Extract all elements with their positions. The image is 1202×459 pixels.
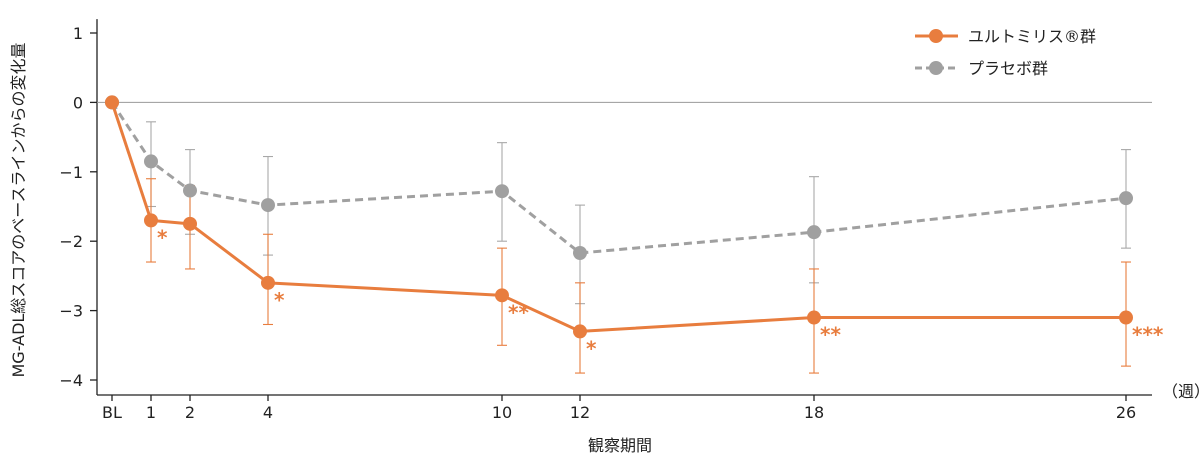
ultomiris-data-point <box>573 324 587 339</box>
legend-placebo-marker <box>929 61 943 75</box>
y-axis-title: MG-ADL総スコアのベースラインからの変化量 <box>9 42 28 377</box>
placebo-data-point <box>1119 191 1133 206</box>
x-tick-label: 10 <box>492 403 512 422</box>
x-tick-label: 1 <box>146 403 156 422</box>
placebo-data-point <box>807 225 821 240</box>
series-lines <box>110 101 1127 333</box>
ultomiris-series-line <box>110 101 1126 333</box>
x-axis-unit-label: （週） <box>1162 382 1202 401</box>
significance-marker: *** <box>1132 323 1164 347</box>
y-tick-label: −1 <box>59 163 83 182</box>
y-tick-label: −3 <box>59 302 83 321</box>
legend-placebo-label: プラセボ群 <box>968 59 1048 78</box>
ultomiris-data-point <box>495 288 509 303</box>
ultomiris-data-point <box>183 216 197 231</box>
y-tick-label: 0 <box>73 93 83 112</box>
significance-marker: * <box>274 288 285 312</box>
placebo-data-point <box>183 183 197 198</box>
axes: 10−1−2−3−4BL 1 2 4 10 12 18 26 <box>59 19 1152 422</box>
x-tick-label: 4 <box>263 403 273 422</box>
x-tick-label: 12 <box>570 403 590 422</box>
placebo-data-point <box>495 184 509 199</box>
ultomiris-data-point <box>261 275 275 290</box>
ultomiris-data-point <box>807 310 821 325</box>
placebo-data-point <box>144 154 158 169</box>
placebo-series-line <box>110 101 1127 255</box>
x-tick-label: 18 <box>804 403 824 422</box>
significance-markers: ******* *** <box>157 225 1164 360</box>
x-tick-label: 26 <box>1116 403 1136 422</box>
y-tick-label: −4 <box>59 371 83 390</box>
y-tick-label: 1 <box>73 24 83 43</box>
significance-marker: * <box>157 225 168 249</box>
significance-marker: * <box>586 336 597 360</box>
y-tick-label: −2 <box>59 232 83 251</box>
placebo-data-point <box>261 198 275 213</box>
legend-ultomiris-label: ユルトミリス®群 <box>968 27 1096 46</box>
significance-marker: ** <box>508 300 529 324</box>
data-points <box>105 95 1133 339</box>
legend-ultomiris-marker <box>929 29 943 43</box>
x-tick-label: 2 <box>185 403 195 422</box>
placebo-data-point <box>573 245 587 260</box>
ultomiris-data-point <box>105 95 119 110</box>
x-axis-title: 観察期間 <box>588 436 652 455</box>
x-tick-label: BL <box>102 403 122 422</box>
significance-marker: ** <box>820 323 841 347</box>
ultomiris-data-point <box>144 213 158 228</box>
ultomiris-data-point <box>1119 310 1133 325</box>
